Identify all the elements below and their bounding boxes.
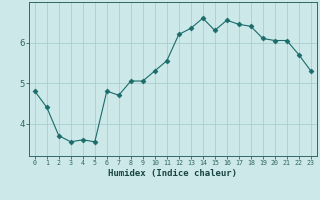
X-axis label: Humidex (Indice chaleur): Humidex (Indice chaleur) <box>108 169 237 178</box>
